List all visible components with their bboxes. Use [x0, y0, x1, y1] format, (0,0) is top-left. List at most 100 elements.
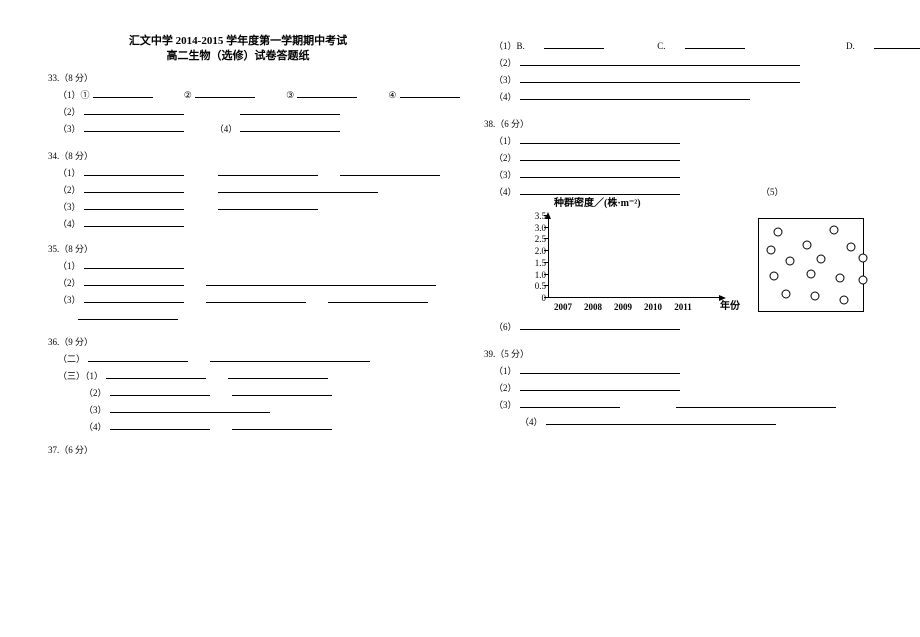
- q33-3-lead: （3）: [58, 124, 81, 134]
- blank: [110, 420, 210, 430]
- q34-4-lead: （4）: [58, 219, 81, 229]
- q37-row-3: （3）: [494, 73, 872, 85]
- quadrat-figure-wrap: [758, 218, 868, 312]
- answer-sheet-title: 汇文中学 2014-2015 学年度第一学期期中考试 高二生物（选修）试卷答题纸: [48, 34, 428, 64]
- y-tick-label: 3.5: [524, 212, 546, 221]
- q39-row-2: （2）: [494, 381, 872, 393]
- blank: [520, 381, 680, 391]
- blank: [78, 310, 178, 320]
- chart-axes: [548, 215, 719, 298]
- q36-2-lead: （二）: [58, 354, 85, 364]
- quadrat-dot-icon: [836, 273, 845, 282]
- quadrat-dot-icon: [782, 290, 791, 299]
- q37-4-lead: （4）: [494, 92, 517, 102]
- q35-row-3b: [58, 310, 428, 322]
- q38-figure-row: 种群密度／(株·m⁻²) 年份 00.51.01.52.02.53.03.520…: [484, 202, 872, 312]
- blank: [297, 88, 357, 98]
- quadrat-dot-icon: [769, 272, 778, 281]
- blank: [218, 200, 318, 210]
- q37-1-d: D.: [846, 41, 855, 51]
- y-tick-label: 0: [524, 294, 546, 303]
- quadrat-dot-icon: [802, 240, 811, 249]
- q37-1-lead: （1）B.: [494, 41, 525, 51]
- blank: [84, 105, 184, 115]
- q36-row-2: （二）: [58, 352, 428, 364]
- q36-row-3b: （2）: [84, 386, 428, 398]
- blank: [520, 185, 680, 195]
- blank: [340, 166, 440, 176]
- quadrat-dot-icon: [859, 275, 868, 284]
- blank: [84, 293, 184, 303]
- left-column: 汇文中学 2014-2015 学年度第一学期期中考试 高二生物（选修）试卷答题纸…: [0, 0, 460, 637]
- chart-x-label: 年份: [720, 302, 740, 312]
- q36-3-2-lead: （2）: [84, 388, 107, 398]
- q33-1-lead: （1）①: [58, 90, 90, 100]
- blank: [110, 403, 270, 413]
- two-column-layout: 汇文中学 2014-2015 学年度第一学期期中考试 高二生物（选修）试卷答题纸…: [0, 0, 920, 637]
- quadrat-dot-icon: [767, 246, 776, 255]
- q33-1-4: ④: [388, 90, 396, 100]
- q38-4-lead: （4）: [494, 187, 517, 197]
- q35-3-lead: （3）: [58, 295, 81, 305]
- blank: [232, 386, 332, 396]
- q39-2-lead: （2）: [494, 383, 517, 393]
- q37-2-lead: （2）: [494, 58, 517, 68]
- blank: [206, 276, 436, 286]
- q38-6-lead: （6）: [494, 322, 517, 332]
- blank: [228, 369, 328, 379]
- q38-row-1: （1）: [494, 134, 872, 146]
- blank: [218, 166, 318, 176]
- q36-row-3a: （三）（1）: [58, 369, 428, 381]
- q38-row-2: （2）: [494, 151, 872, 163]
- q34-2-lead: （2）: [58, 185, 81, 195]
- population-density-chart: 种群密度／(株·m⁻²) 年份 00.51.01.52.02.53.03.520…: [514, 202, 734, 312]
- q34-row-1: （1）: [58, 166, 428, 178]
- q35-row-1: （1）: [58, 259, 428, 271]
- q38-row-4-and-5: （4） （5）: [494, 185, 872, 197]
- quadrat-dot-icon: [773, 227, 782, 236]
- quadrat-dot-icon: [786, 257, 795, 266]
- q36-head: 36.（9 分）: [48, 338, 428, 347]
- blank: [520, 56, 800, 66]
- blank: [106, 369, 206, 379]
- blank: [240, 122, 340, 132]
- q39-3-lead: （3）: [494, 400, 517, 410]
- q39-4-lead: （4）: [520, 417, 543, 427]
- q37-row-4: （4）: [494, 90, 872, 102]
- q38-2-lead: （2）: [494, 153, 517, 163]
- blank: [676, 398, 836, 408]
- x-tick-label: 2007: [554, 303, 572, 312]
- y-tick-label: 3.0: [524, 224, 546, 233]
- blank: [520, 134, 680, 144]
- q33-2-lead: （2）: [58, 107, 81, 117]
- q37-row-1: （1）B. C. D.: [494, 39, 872, 51]
- blank: [240, 105, 340, 115]
- blank: [520, 73, 800, 83]
- right-column: （1）B. C. D. （2） （3） （4） 38.（6 分） （1）: [460, 0, 920, 637]
- x-tick-label: 2010: [644, 303, 662, 312]
- blank: [195, 88, 255, 98]
- quadrat-dot-icon: [811, 292, 820, 301]
- blank: [84, 166, 184, 176]
- q34-row-4: （4）: [58, 217, 428, 229]
- blank: [88, 352, 188, 362]
- q35-row-3a: （3）: [58, 293, 428, 305]
- q38-5-lead: （5）: [761, 187, 784, 197]
- blank: [874, 39, 920, 49]
- blank: [84, 276, 184, 286]
- q39-row-3: （3）: [494, 398, 872, 410]
- blank: [520, 364, 680, 374]
- blank: [520, 151, 680, 161]
- y-tick-label: 1.5: [524, 259, 546, 268]
- blank: [210, 352, 370, 362]
- x-tick-label: 2008: [584, 303, 602, 312]
- q33-1-3: ③: [286, 90, 294, 100]
- q34-1-lead: （1）: [58, 168, 81, 178]
- q38-1-lead: （1）: [494, 136, 517, 146]
- q36-row-3d: （4）: [84, 420, 428, 432]
- q37-row-2: （2）: [494, 56, 872, 68]
- blank: [546, 415, 776, 425]
- q33-1-2: ②: [184, 90, 192, 100]
- title-line-1: 汇文中学 2014-2015 学年度第一学期期中考试: [129, 35, 347, 47]
- title-line-2: 高二生物（选修）试卷答题纸: [167, 50, 310, 62]
